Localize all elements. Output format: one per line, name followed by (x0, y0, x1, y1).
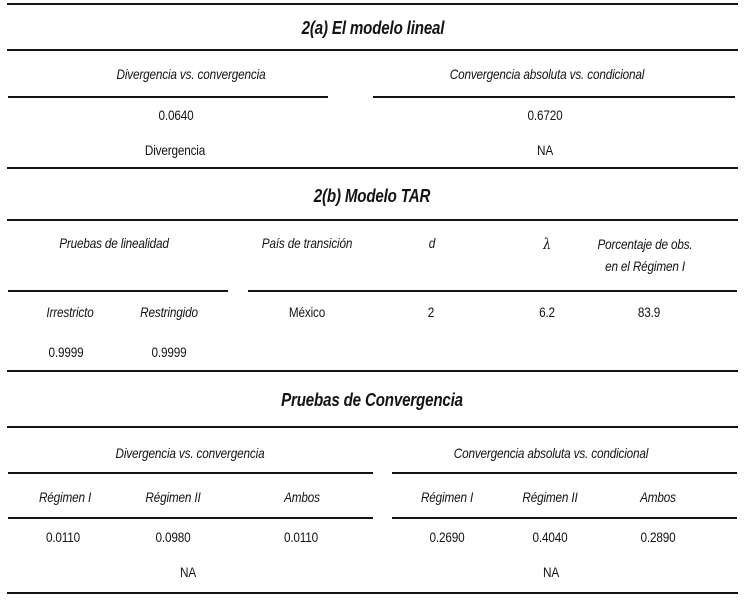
conv-right-col-header-ambos: Ambos (640, 489, 676, 505)
conv-left-value-ambos: 0.0110 (283, 529, 319, 545)
rule-lineal-header-top (7, 49, 738, 51)
section-convergencia-title: Pruebas de Convergencia (281, 390, 463, 410)
tar-col-header-d: d (428, 235, 436, 251)
conv-left-conclusion: NA (179, 564, 197, 580)
tar-row-porcentaje: 83.9 (637, 304, 661, 320)
conv-right-col-header-regimen-ii: Régimen II (522, 489, 578, 505)
section-lineal-title: 2(a) El modelo lineal (301, 18, 445, 38)
conv-right-group-header: Convergencia absoluta vs. condicional (453, 445, 649, 461)
tar-col-header-porcentaje-line1: Porcentaje de obs. (597, 236, 693, 252)
lineal-right-conclusion: NA (536, 142, 554, 158)
rule-conv-right-underline (392, 472, 737, 474)
conv-right-col-header-regimen-i: Régimen I (420, 489, 474, 505)
tar-pvalue-irrestricto: 0.9999 (48, 344, 84, 360)
rule-conv-header-top (7, 426, 738, 428)
section-tar-title: 2(b) Modelo TAR (313, 186, 431, 206)
rule-tar-left-underline (8, 290, 228, 292)
rule-lineal-left-underline (8, 96, 328, 98)
rule-lineal-right-underline (373, 96, 735, 98)
rule-tar-header-top (7, 219, 738, 221)
lineal-right-group-header: Convergencia absoluta vs. condicional (449, 66, 645, 82)
conv-right-value-regimen-i: 0.2690 (429, 529, 465, 545)
tar-row-d: 2 (427, 304, 435, 320)
tar-col-header-lambda: λ (543, 235, 551, 253)
conv-left-value-regimen-i: 0.0110 (45, 529, 81, 545)
tar-col-header-pais: País de transición (261, 235, 353, 251)
tar-col-header-porcentaje: Porcentaje de obs. en el Régimen I (597, 233, 692, 277)
tar-linealidad-group-header: Pruebas de linealidad (59, 235, 169, 251)
conv-left-col-header-ambos: Ambos (284, 489, 320, 505)
rule-table-top (7, 3, 738, 5)
lineal-left-conclusion: Divergencia (144, 142, 206, 158)
tar-col-header-restringido: Restringido (140, 304, 198, 320)
rule-tar-right-underline (248, 290, 737, 292)
tar-row-pais: México (288, 304, 326, 320)
conv-left-group-header: Divergencia vs. convergencia (115, 445, 265, 461)
lineal-left-group-header: Divergencia vs. convergencia (116, 66, 266, 82)
conv-left-value-regimen-ii: 0.0980 (155, 529, 191, 545)
lineal-right-statistic: 0.6720 (527, 107, 563, 123)
rule-tar-bottom (7, 370, 738, 372)
conv-right-value-ambos: 0.2890 (640, 529, 676, 545)
conv-right-value-regimen-ii: 0.4040 (532, 529, 568, 545)
tar-pvalue-restringido: 0.9999 (151, 344, 187, 360)
rule-table-bottom (7, 592, 738, 594)
rule-conv-right-subline (392, 517, 737, 519)
tar-col-header-porcentaje-line2: en el Régimen I (605, 258, 685, 274)
conv-left-col-header-regimen-i: Régimen I (38, 489, 92, 505)
rule-lineal-bottom (7, 167, 738, 169)
rule-conv-left-underline (8, 472, 373, 474)
lineal-left-statistic: 0.0640 (158, 107, 194, 123)
tar-col-header-irrestricto: Irrestricto (46, 304, 94, 320)
conv-left-col-header-regimen-ii: Régimen II (145, 489, 201, 505)
conv-right-conclusion: NA (542, 564, 560, 580)
rule-conv-left-subline (8, 517, 373, 519)
tar-row-lambda: 6.2 (539, 304, 555, 320)
